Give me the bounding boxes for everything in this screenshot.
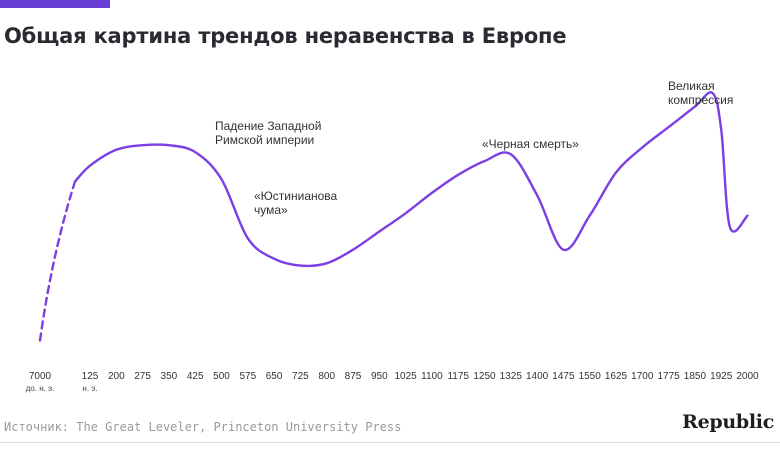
annotation-0: Падение Западной Римской империи <box>215 119 321 147</box>
x-tick-label-1025: 1025 <box>394 371 417 382</box>
x-tick-label-1925: 1925 <box>710 371 733 382</box>
series-layer <box>38 91 749 342</box>
x-tick-label-1550: 1550 <box>579 371 602 382</box>
x-tick-label-725: 725 <box>292 371 309 382</box>
x-tick-label-875: 875 <box>345 371 362 382</box>
x-tick-label-425: 425 <box>187 371 204 382</box>
annotation-1-line-1: чума» <box>254 203 288 217</box>
x-tick-label-1850: 1850 <box>684 371 707 382</box>
x-tick-label-7000: 7000 <box>29 371 52 382</box>
x-tick-label-650: 650 <box>266 371 283 382</box>
annotation-1-line-0: «Юстинианова <box>254 189 338 203</box>
x-tick-label-1250: 1250 <box>473 371 496 382</box>
annotation-2: «Черная смерть» <box>482 137 579 151</box>
annotation-1: «Юстинианова чума» <box>254 189 338 217</box>
x-tick-label-200: 200 <box>108 371 125 382</box>
x-tick-label-1625: 1625 <box>605 371 628 382</box>
x-tick-label-350: 350 <box>161 371 178 382</box>
footer-divider <box>0 442 780 443</box>
x-tick-label-1400: 1400 <box>526 371 549 382</box>
x-tick-label-1100: 1100 <box>421 371 443 382</box>
x-tick-label-575: 575 <box>239 371 256 382</box>
annotation-3-line-1: компрессия <box>668 93 733 107</box>
x-tick-label-1700: 1700 <box>631 371 654 382</box>
x-tick-label-1475: 1475 <box>552 371 575 382</box>
annotation-0-line-1: Римской империи <box>215 133 314 147</box>
x-axis-ticks: 7000 125 200 275 350 425 500 575 650 725 800 875 950… <box>26 371 759 393</box>
x-tick-sublabel-7000: до. н. э. <box>26 384 55 393</box>
x-tick-label-1775: 1775 <box>657 371 680 382</box>
annotations-layer: Падение Западной Римской империи «Юстиниан… <box>215 79 733 217</box>
source-note: Источник: The Great Leveler, Princeton U… <box>4 420 402 434</box>
x-tick-sublabel-125: н. э. <box>82 384 97 393</box>
x-tick-label-950: 950 <box>371 371 388 382</box>
x-tick-label-1175: 1175 <box>447 371 469 382</box>
annotation-0-line-0: Падение Западной <box>215 119 321 133</box>
x-tick-label-1325: 1325 <box>500 371 523 382</box>
x-tick-label-275: 275 <box>134 371 151 382</box>
series-line-dashed-segment <box>38 180 77 342</box>
series-line-0 <box>73 91 749 268</box>
brand-logo: Republic <box>682 411 774 433</box>
accent-bar <box>0 0 110 8</box>
x-tick-label-125: 125 <box>82 371 99 382</box>
annotation-3-line-0: Великая <box>668 79 715 93</box>
x-tick-label-800: 800 <box>318 371 335 382</box>
x-tick-label-2000: 2000 <box>736 371 759 382</box>
annotation-3: Великая компрессия <box>668 79 733 107</box>
x-tick-label-500: 500 <box>213 371 230 382</box>
chart-title: Общая картина трендов неравенства в Евро… <box>4 24 567 48</box>
annotation-2-line-0: «Черная смерть» <box>482 137 579 151</box>
